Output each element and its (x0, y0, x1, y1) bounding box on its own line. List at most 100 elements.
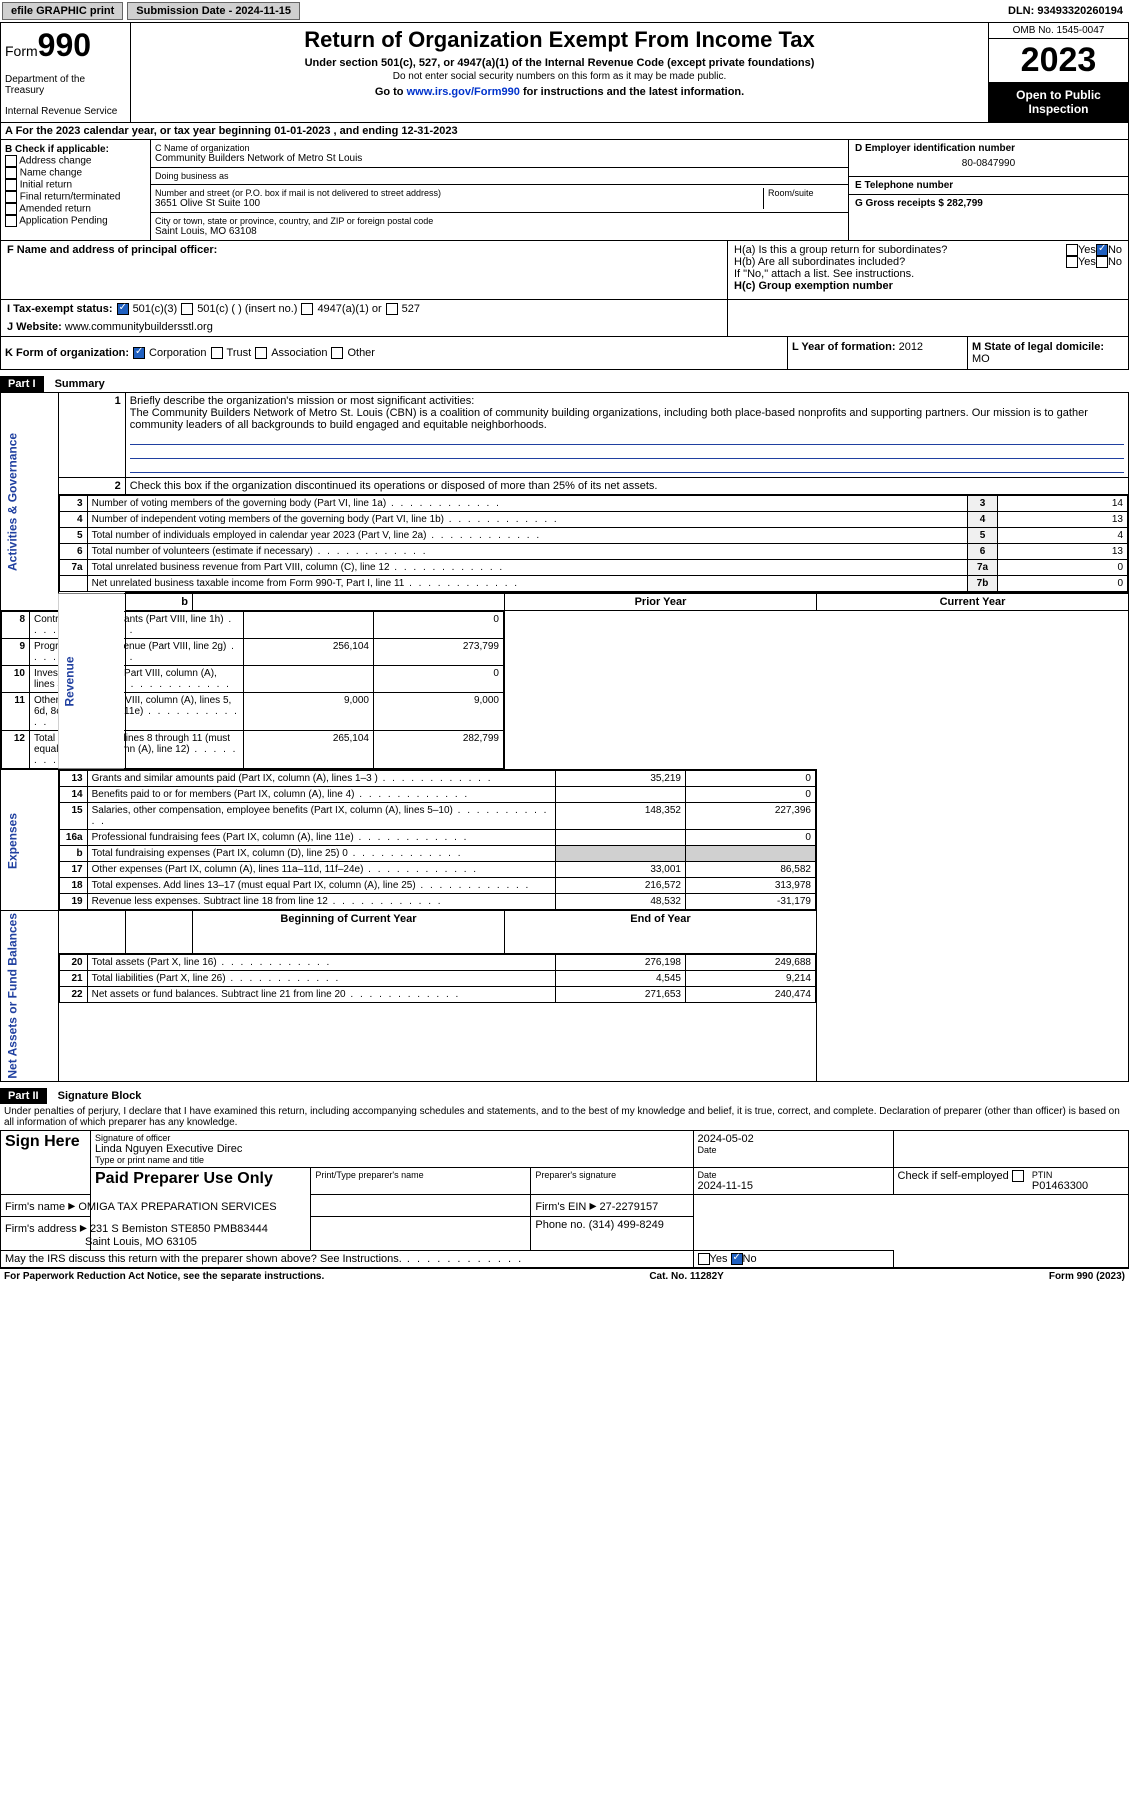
table-row: 17Other expenses (Part IX, column (A), l… (59, 862, 815, 878)
beg-year-header: Beginning of Current Year (192, 911, 504, 954)
prep-sig-label: Preparer's signature (535, 1170, 688, 1180)
k-other-checkbox[interactable] (331, 347, 343, 359)
part-1-badge: Part I (0, 376, 44, 392)
submission-date-button[interactable]: Submission Date - 2024-11-15 (127, 2, 300, 20)
dept-treasury: Department of the Treasury (5, 74, 126, 96)
row-k-l-m: K Form of organization: Corporation Trus… (0, 337, 1129, 370)
page-footer: For Paperwork Reduction Act Notice, see … (0, 1268, 1129, 1284)
firm-addr: 231 S Bemiston STE850 PMB83444 (90, 1223, 268, 1235)
row-i-j: I Tax-exempt status: 501(c)(3) 501(c) ( … (0, 300, 1129, 337)
self-employed-label: Check if self-employed (898, 1170, 1009, 1182)
b-option-checkbox[interactable] (5, 215, 17, 227)
table-row: 3Number of voting members of the governi… (59, 496, 1127, 512)
firm-name: OMIGA TAX PREPARATION SERVICES (78, 1201, 276, 1213)
table-row: 22Net assets or fund balances. Subtract … (59, 987, 815, 1003)
table-row: bTotal fundraising expenses (Part IX, co… (59, 846, 815, 862)
i-4947-checkbox[interactable] (301, 303, 313, 315)
form-subtitle-1: Under section 501(c), 527, or 4947(a)(1)… (135, 57, 984, 69)
ha-yes-checkbox[interactable] (1066, 244, 1078, 256)
form-subtitle-3: Go to www.irs.gov/Form990 for instructio… (135, 86, 984, 98)
website-value: www.communitybuildersstl.org (65, 321, 213, 333)
self-employed-checkbox[interactable] (1012, 1170, 1024, 1182)
table-row: 13Grants and similar amounts paid (Part … (59, 771, 815, 787)
hc-label: H(c) Group exemption number (734, 280, 1122, 292)
e-phone-label: E Telephone number (855, 180, 953, 191)
org-name: Community Builders Network of Metro St L… (155, 153, 844, 164)
year-formation: 2012 (899, 341, 923, 353)
part-2-header-row: Part II Signature Block (0, 1082, 1129, 1104)
line-2: Check this box if the organization disco… (125, 478, 1128, 495)
form-subtitle-2: Do not enter social security numbers on … (135, 71, 984, 82)
city-state-zip: Saint Louis, MO 63108 (155, 226, 844, 237)
table-row: 18Total expenses. Add lines 13–17 (must … (59, 878, 815, 894)
firm-phone: (314) 499-8249 (589, 1219, 664, 1231)
sign-here-label: Sign Here (1, 1130, 91, 1194)
ptin-value: P01463300 (1032, 1180, 1088, 1192)
irs-label: Internal Revenue Service (5, 106, 126, 117)
firm-city: Saint Louis, MO 63105 (5, 1236, 197, 1248)
b-option: Initial return (5, 179, 146, 191)
form-ref: Form 990 (2023) (1049, 1271, 1125, 1282)
line-1-label: Briefly describe the organization's miss… (130, 395, 474, 407)
b-option-checkbox[interactable] (5, 167, 17, 179)
f-officer-label: F Name and address of principal officer: (7, 244, 217, 256)
vlabel-governance: Activities & Governance (1, 393, 59, 611)
part-1-header-row: Part I Summary (0, 370, 1129, 392)
dba-label: Doing business as (155, 171, 844, 181)
hb-yes-checkbox[interactable] (1066, 256, 1078, 268)
table-row: 19Revenue less expenses. Subtract line 1… (59, 894, 815, 910)
current-year-header: Current Year (816, 593, 1128, 611)
k-corp-checkbox[interactable] (133, 347, 145, 359)
b-option-checkbox[interactable] (5, 155, 17, 167)
cat-number: Cat. No. 11282Y (649, 1271, 723, 1282)
part-1-title: Summary (47, 378, 105, 390)
i-501c-checkbox[interactable] (181, 303, 193, 315)
table-row: Net unrelated business taxable income fr… (59, 576, 1127, 592)
table-row: 5Total number of individuals employed in… (59, 528, 1127, 544)
b-option: Name change (5, 167, 146, 179)
street-address: 3651 Olive St Suite 100 (155, 198, 759, 209)
officer-name: Linda Nguyen Executive Direc (95, 1143, 689, 1155)
discuss-yes-checkbox[interactable] (698, 1253, 710, 1265)
sig-officer-label: Signature of officer (95, 1133, 689, 1143)
ha-no-checkbox[interactable] (1096, 244, 1108, 256)
hb-no-checkbox[interactable] (1096, 256, 1108, 268)
form-header: Form990 Department of the Treasury Inter… (0, 23, 1129, 123)
sig-type-label: Type or print name and title (95, 1155, 689, 1165)
prep-date-label: Date (698, 1170, 889, 1180)
prior-year-header: Prior Year (504, 593, 816, 611)
table-row: 16aProfessional fundraising fees (Part I… (59, 830, 815, 846)
k-label: K Form of organization: (5, 347, 129, 359)
table-row: 14Benefits paid to or for members (Part … (59, 787, 815, 803)
section-b-to-g: B Check if applicable: Address change Na… (0, 140, 1129, 241)
irs-link[interactable]: www.irs.gov/Form990 (407, 86, 520, 98)
ha-label: H(a) Is this a group return for subordin… (734, 244, 1066, 256)
end-year-header: End of Year (504, 911, 816, 954)
mission-text: The Community Builders Network of Metro … (130, 407, 1088, 431)
b-option-checkbox[interactable] (5, 179, 17, 191)
perjury-statement: Under penalties of perjury, I declare th… (0, 1104, 1129, 1130)
top-toolbar: efile GRAPHIC print Submission Date - 20… (0, 0, 1129, 23)
i-label: I Tax-exempt status: (7, 303, 113, 315)
table-row: 6Total number of volunteers (estimate if… (59, 544, 1127, 560)
addr-label: Number and street (or P.O. box if mail i… (155, 188, 759, 198)
b-option: Application Pending (5, 215, 146, 227)
hb-label: H(b) Are all subordinates included? (734, 256, 1066, 268)
b-option: Address change (5, 155, 146, 167)
b-option-checkbox[interactable] (5, 203, 17, 215)
tax-year: 2023 (989, 39, 1128, 82)
discuss-label: May the IRS discuss this return with the… (5, 1253, 523, 1265)
sig-date-value: 2024-05-02 (698, 1133, 889, 1145)
firm-name-label: Firm's name (5, 1201, 68, 1213)
i-527-checkbox[interactable] (386, 303, 398, 315)
prep-name-label: Print/Type preparer's name (315, 1170, 526, 1180)
k-trust-checkbox[interactable] (211, 347, 223, 359)
b-option-checkbox[interactable] (5, 191, 17, 203)
i-501c3-checkbox[interactable] (117, 303, 129, 315)
k-assoc-checkbox[interactable] (255, 347, 267, 359)
b-option: Final return/terminated (5, 191, 146, 203)
efile-button[interactable]: efile GRAPHIC print (2, 2, 123, 20)
j-website-label: J Website: (7, 321, 65, 333)
room-label: Room/suite (768, 188, 844, 198)
discuss-no-checkbox[interactable] (731, 1253, 743, 1265)
